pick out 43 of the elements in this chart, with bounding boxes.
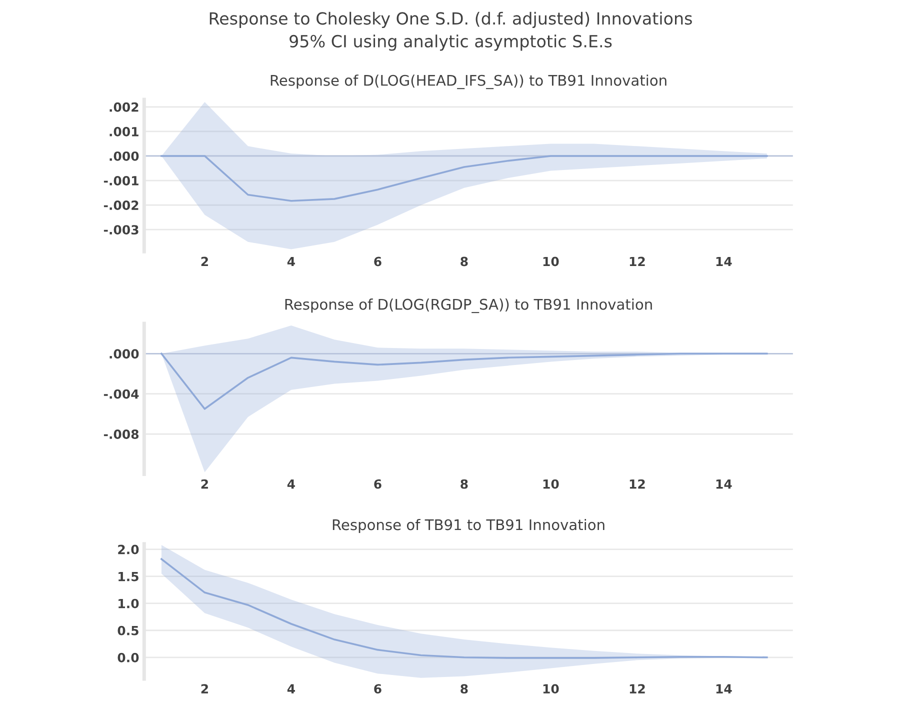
y-tick-label: -.004: [104, 389, 139, 399]
x-tick-label: 2: [201, 479, 208, 489]
y-tick-label: 0.0: [118, 652, 139, 662]
x-tick-label: 4: [287, 256, 295, 266]
y-tick-label: -.002: [104, 200, 138, 210]
y-tick-label: .001: [110, 126, 138, 136]
x-tick-label: 12: [630, 256, 645, 266]
x-tick-label: 8: [460, 479, 468, 489]
x-tick-label: 8: [460, 684, 468, 694]
x-tick-label: 6: [374, 256, 382, 266]
x-tick-label: 2: [201, 684, 208, 694]
line-series: [160, 155, 768, 202]
x-tick-label: 6: [374, 479, 382, 489]
x-tick-label: 8: [460, 256, 468, 266]
x-tick-label: 14: [716, 256, 732, 266]
text: 95% CI using analytic asymptotic S.E.s: [290, 34, 612, 51]
y-tick-label: -.003: [104, 225, 138, 235]
y-tick-label: .000: [110, 349, 139, 359]
text: Response to Cholesky One S.D. (d.f. adjusted) Innovations: [210, 12, 692, 28]
x-tick-label: 4: [287, 684, 295, 694]
y-tick-label: 0.5: [118, 626, 138, 636]
y-tick-label: -.008: [104, 430, 139, 439]
y-tick-label: -.001: [104, 176, 138, 186]
x-tick-label: 14: [716, 479, 732, 489]
y-tick-label: .000: [110, 151, 139, 161]
line-series: [160, 352, 768, 410]
y-tick-label: .002: [110, 102, 138, 112]
y-tick-label: 1.0: [118, 598, 139, 608]
x-tick-label: 10: [543, 479, 559, 489]
x-tick-label: 6: [374, 684, 382, 694]
chart-title: Response of D(LOG(RGDP_SA)) to TB91 Innovation: [285, 298, 652, 314]
y-tick-label: 2.0: [118, 544, 139, 554]
x-tick-label: 4: [287, 479, 295, 489]
x-tick-label: 10: [543, 684, 559, 694]
y-tick-label: 1.5: [118, 572, 138, 582]
chart-title: Response of TB91 to TB91 Innovation: [332, 518, 604, 534]
x-tick-label: 12: [630, 479, 645, 489]
line-series: [160, 558, 768, 659]
x-tick-label: 12: [630, 684, 645, 694]
x-tick-label: 10: [543, 256, 559, 266]
x-tick-label: 14: [716, 684, 732, 694]
x-tick-label: 2: [201, 256, 208, 266]
chart-title: Response of D(LOG(HEAD_IFS_SA)) to TB91 Innovation: [270, 74, 666, 90]
